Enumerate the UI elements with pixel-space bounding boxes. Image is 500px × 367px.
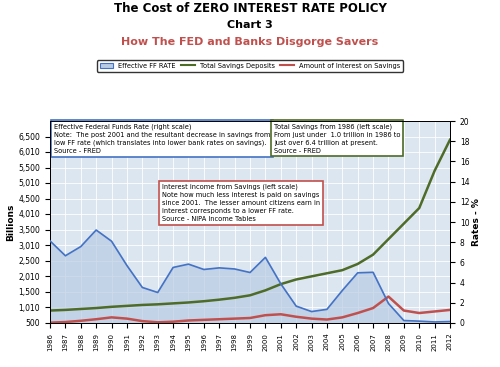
Text: The Cost of ZERO INTEREST RATE POLICY: The Cost of ZERO INTEREST RATE POLICY xyxy=(114,2,386,15)
Text: Interest income from Savings (left scale)
Note how much less interest is paid on: Interest income from Savings (left scale… xyxy=(162,184,320,222)
Text: Total Savings from 1986 (left scale)
From just under  1.0 trillion in 1986 to
ju: Total Savings from 1986 (left scale) Fro… xyxy=(274,123,400,154)
Legend: Effective FF RATE, Total Savings Deposits, Amount of Interest on Savings: Effective FF RATE, Total Savings Deposit… xyxy=(97,60,403,72)
Text: Effective Federal Funds Rate (right scale)
Note:  The post 2001 and the resultan: Effective Federal Funds Rate (right scal… xyxy=(54,123,270,154)
Y-axis label: Billions: Billions xyxy=(6,203,16,241)
Text: How The FED and Banks Disgorge Savers: How The FED and Banks Disgorge Savers xyxy=(122,37,378,47)
Text: Chart 3: Chart 3 xyxy=(227,20,273,30)
Y-axis label: Rates - %: Rates - % xyxy=(472,198,481,246)
